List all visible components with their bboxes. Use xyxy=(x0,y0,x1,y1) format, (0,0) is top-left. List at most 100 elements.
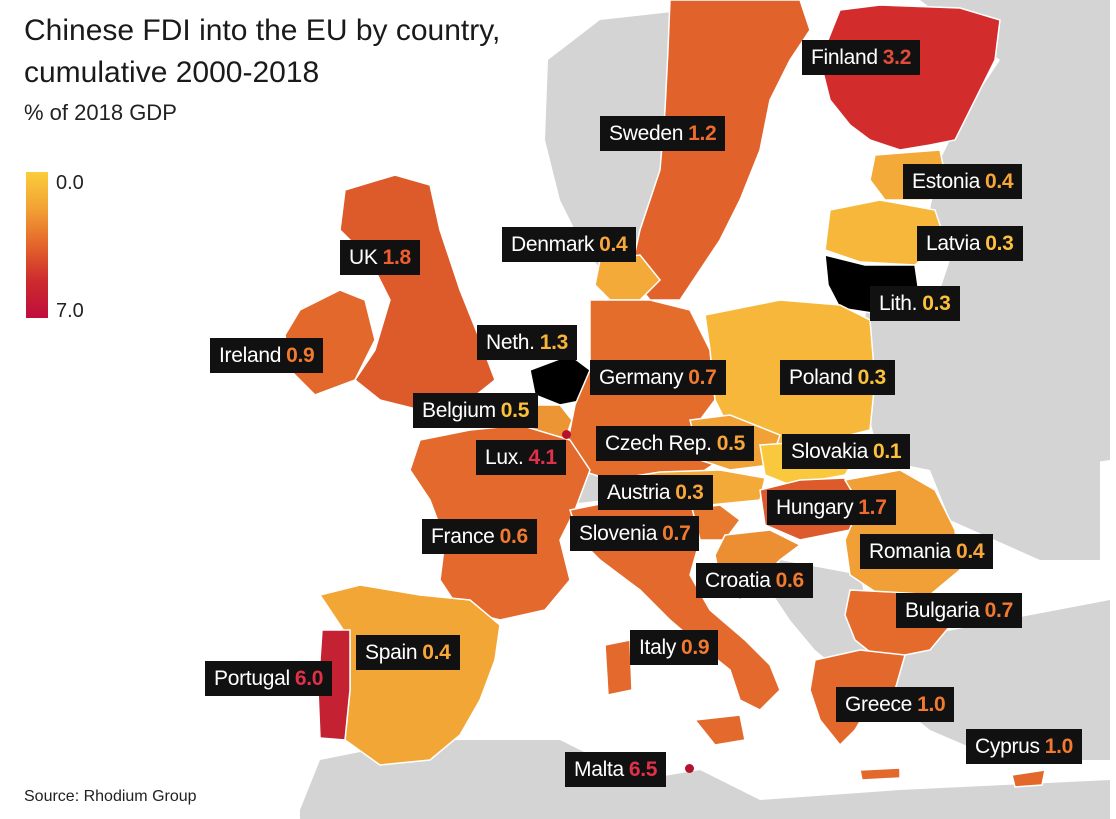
country-value: 6.5 xyxy=(628,758,658,781)
country-value: 0.4 xyxy=(599,233,628,256)
country-name: Latvia xyxy=(926,232,981,255)
country-name: Portugal xyxy=(214,667,290,690)
belarus-ukraine-shape xyxy=(860,280,1100,560)
country-name: UK xyxy=(349,246,378,269)
country-name: Greece xyxy=(845,693,913,716)
label-belgium: Belgium 0.5 xyxy=(413,393,539,428)
label-denmark: Denmark 0.4 xyxy=(502,227,637,262)
country-name: Denmark xyxy=(511,233,595,256)
label-sweden: Sweden 1.2 xyxy=(600,116,726,151)
north-africa-shape xyxy=(300,740,1110,819)
crete-shape xyxy=(859,767,901,781)
label-latvia: Latvia 0.3 xyxy=(917,226,1023,261)
label-slovenia: Slovenia 0.7 xyxy=(570,516,700,551)
map-title: Chinese FDI into the EU by country, cumu… xyxy=(24,10,500,94)
country-name: Bulgaria xyxy=(905,599,980,622)
color-legend: 0.0 7.0 xyxy=(26,172,106,322)
sardinia-shape xyxy=(604,639,633,696)
country-value: 1.0 xyxy=(1044,735,1074,758)
country-name: Slovenia xyxy=(579,522,658,545)
label-poland: Poland 0.3 xyxy=(780,360,895,395)
label-estonia: Estonia 0.4 xyxy=(903,164,1023,199)
label-austria: Austria 0.3 xyxy=(598,475,713,510)
label-luxembourg: Lux. 4.1 xyxy=(476,440,566,475)
country-name: Poland xyxy=(789,366,853,389)
country-name: Cyprus xyxy=(975,735,1040,758)
label-hungary: Hungary 1.7 xyxy=(767,490,896,525)
country-value: 0.6 xyxy=(499,525,529,548)
luxembourg-marker xyxy=(562,430,571,439)
country-value: 1.8 xyxy=(382,246,412,269)
label-bulgaria: Bulgaria 0.7 xyxy=(896,593,1022,628)
country-name: Croatia xyxy=(705,569,771,592)
country-value: 1.7 xyxy=(858,496,887,519)
country-value: 0.3 xyxy=(922,292,951,315)
label-cyprus: Cyprus 1.0 xyxy=(966,729,1083,764)
label-slovakia: Slovakia 0.1 xyxy=(782,434,911,469)
cyprus-shape xyxy=(1011,769,1046,788)
country-value: 0.9 xyxy=(681,636,710,659)
country-value: 0.5 xyxy=(500,399,530,422)
title-line-2: cumulative 2000-2018 xyxy=(24,56,320,89)
label-ireland: Ireland 0.9 xyxy=(210,338,324,373)
country-value: 0.9 xyxy=(286,344,315,367)
label-croatia: Croatia 0.6 xyxy=(696,563,813,598)
country-value: 0.4 xyxy=(422,641,451,664)
country-value: 0.4 xyxy=(984,170,1014,193)
title-line-1: Chinese FDI into the EU by country, xyxy=(24,14,501,47)
label-greece: Greece 1.0 xyxy=(836,687,955,722)
country-value: 0.7 xyxy=(662,522,691,545)
country-name: Lith. xyxy=(879,292,918,315)
label-romania: Romania 0.4 xyxy=(860,534,994,569)
map-subtitle: % of 2018 GDP xyxy=(24,100,177,125)
country-value: 0.1 xyxy=(872,440,902,463)
country-name: Romania xyxy=(869,540,951,563)
label-spain: Spain 0.4 xyxy=(356,635,460,670)
legend-max-label: 7.0 xyxy=(56,300,84,322)
label-lithuania: Lith. 0.3 xyxy=(870,286,960,321)
label-malta: Malta 6.5 xyxy=(565,752,667,787)
country-value: 0.3 xyxy=(675,481,704,504)
label-czech: Czech Rep. 0.5 xyxy=(596,426,755,461)
country-value: 3.2 xyxy=(882,46,912,69)
country-name: Ireland xyxy=(219,344,282,367)
country-name: Austria xyxy=(607,481,671,504)
legend-gradient-bar xyxy=(26,172,48,318)
country-value: 1.3 xyxy=(539,331,569,354)
country-name: Malta xyxy=(574,758,624,781)
country-name: Neth. xyxy=(486,331,535,354)
label-italy: Italy 0.9 xyxy=(630,630,719,665)
country-value: 1.0 xyxy=(917,693,946,716)
country-name: Czech Rep. xyxy=(605,432,712,455)
label-uk: UK 1.8 xyxy=(340,240,420,275)
country-value: 0.5 xyxy=(716,432,746,455)
uk-shape xyxy=(339,174,496,411)
label-france: France 0.6 xyxy=(422,519,537,554)
label-germany: Germany 0.7 xyxy=(590,360,726,395)
country-name: Hungary xyxy=(776,496,854,519)
country-value: 0.3 xyxy=(857,366,887,389)
source-note: Source: Rhodium Group xyxy=(24,788,197,805)
country-value: 4.1 xyxy=(528,446,558,469)
country-value: 0.7 xyxy=(984,599,1014,622)
country-name: Estonia xyxy=(912,170,980,193)
label-netherlands: Neth. 1.3 xyxy=(477,325,577,360)
country-name: Belgium xyxy=(422,399,496,422)
country-value: 6.0 xyxy=(294,667,324,690)
country-value: 0.4 xyxy=(955,540,985,563)
country-name: Germany xyxy=(599,366,684,389)
country-value: 0.6 xyxy=(775,569,805,592)
country-name: Spain xyxy=(365,641,418,664)
country-value: 0.3 xyxy=(985,232,1014,255)
country-name: Finland xyxy=(811,46,878,69)
country-name: Lux. xyxy=(485,446,524,469)
label-finland: Finland 3.2 xyxy=(802,40,921,75)
label-portugal: Portugal 6.0 xyxy=(205,661,333,696)
country-name: Italy xyxy=(639,636,677,659)
country-value: 0.7 xyxy=(688,366,717,389)
legend-min-label: 0.0 xyxy=(56,172,84,194)
country-value: 1.2 xyxy=(688,122,717,145)
malta-marker xyxy=(685,764,694,773)
country-name: Slovakia xyxy=(791,440,868,463)
country-name: Sweden xyxy=(609,122,684,145)
